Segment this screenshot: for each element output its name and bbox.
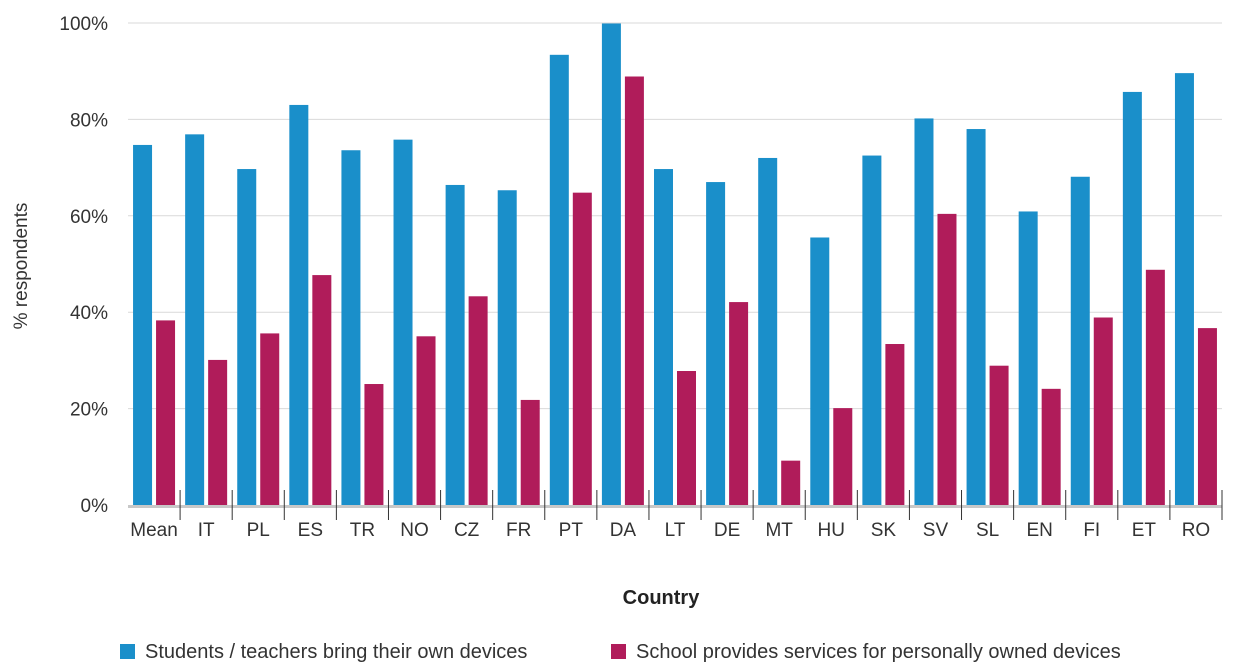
bar-series-1-tr: [341, 150, 361, 506]
y-tick-label: 40%: [70, 303, 108, 324]
x-tick-label: FI: [1083, 520, 1100, 541]
bar-series-2-no: [416, 336, 436, 505]
bar-series-2-sl: [989, 365, 1009, 505]
y-axis: 0% 20% 40% 60% 80% 100%: [59, 14, 108, 517]
x-tick-label: RO: [1182, 520, 1211, 541]
bar-series-2-mean: [156, 320, 176, 505]
bar-series-2-lt: [677, 371, 696, 505]
bar-series-2-es: [312, 275, 332, 505]
legend: Students / teachers bring their own devi…: [120, 641, 1121, 663]
bar-series-2-sk: [885, 344, 905, 505]
x-tick-label: DA: [610, 520, 637, 541]
x-axis: Mean IT PL ES TR NO CZ FR PT DA LT DE MT HU SK SV SL EN FI…: [128, 490, 1223, 541]
bar-series-1-mt: [758, 157, 778, 505]
x-tick-label: PT: [559, 520, 584, 541]
bar-series-2-mt: [781, 460, 801, 505]
bar-series-1-hu: [810, 237, 830, 506]
x-tick-label: IT: [198, 520, 215, 541]
bar-series-2-et: [1145, 269, 1165, 505]
bar-series-1-fr: [497, 190, 517, 505]
bar-series-1-sl: [966, 129, 986, 506]
bar-series-1-sk: [862, 155, 882, 506]
x-tick-label: ET: [1132, 520, 1157, 541]
x-tick-label: SL: [976, 520, 999, 541]
bar-series-1-mean: [133, 144, 153, 506]
bar-series-2-tr: [364, 384, 384, 505]
y-tick-label: 60%: [70, 207, 108, 228]
bar-series-2-hu: [833, 408, 853, 505]
x-axis-line: [128, 505, 1222, 508]
x-tick-label: PL: [247, 520, 270, 541]
bars: [133, 23, 1217, 506]
bar-series-2-pt: [572, 192, 592, 505]
x-tick-label: HU: [818, 520, 845, 541]
x-tick-label: ES: [298, 520, 323, 541]
bar-series-1-cz: [445, 184, 465, 505]
x-tick-label: MT: [765, 520, 793, 541]
x-tick-label: NO: [400, 520, 429, 541]
bar-series-2-it: [208, 359, 228, 505]
x-tick-label: EN: [1026, 520, 1052, 541]
bar-series-2-pl: [260, 333, 280, 505]
bar-series-1-pt: [549, 54, 569, 505]
bar-series-1-en: [1018, 211, 1038, 505]
y-axis-title: % respondents: [11, 203, 32, 330]
y-tick-label: 80%: [70, 110, 108, 131]
bar-series-1-lt: [654, 169, 673, 505]
x-tick-label: Mean: [130, 520, 178, 541]
gridlines: [128, 22, 1222, 410]
y-tick-label: 100%: [59, 14, 108, 35]
bar-series-1-pl: [237, 169, 257, 505]
x-tick-label: SV: [923, 520, 949, 541]
bar-series-1-et: [1122, 91, 1142, 506]
bar-series-2-cz: [468, 296, 488, 505]
y-tick-label: 20%: [70, 400, 108, 421]
legend-label-series-1: Students / teachers bring their own devi…: [145, 641, 527, 663]
x-tick-label: CZ: [454, 520, 480, 541]
bar-series-2-fr: [520, 399, 540, 505]
bar-series-2-ro: [1197, 328, 1217, 505]
x-tick-label: FR: [506, 520, 531, 541]
bar-series-1-no: [393, 139, 413, 506]
bar-series-1-da: [601, 23, 621, 506]
bar-series-1-it: [185, 134, 205, 506]
bar-series-2-de: [729, 302, 749, 505]
bar-series-2-da: [624, 76, 644, 505]
bar-series-2-en: [1041, 388, 1061, 505]
bar-series-2-fi: [1093, 317, 1113, 505]
y-tick-label: 0%: [81, 496, 109, 517]
bar-series-1-fi: [1070, 176, 1090, 505]
bar-series-1-de: [706, 182, 726, 505]
bar-series-1-sv: [914, 118, 934, 505]
bar-series-1-ro: [1174, 73, 1194, 506]
x-axis-title: Country: [623, 587, 701, 609]
x-tick-label: SK: [871, 520, 897, 541]
legend-swatch-series-2: [611, 644, 626, 659]
legend-label-series-2: School provides services for personally …: [636, 641, 1121, 663]
x-tick-label: LT: [665, 520, 686, 541]
bar-series-2-sv: [937, 213, 957, 505]
legend-swatch-series-1: [120, 644, 135, 659]
x-tick-label: DE: [714, 520, 740, 541]
x-tick-label: TR: [350, 520, 375, 541]
bar-series-1-es: [289, 104, 309, 505]
